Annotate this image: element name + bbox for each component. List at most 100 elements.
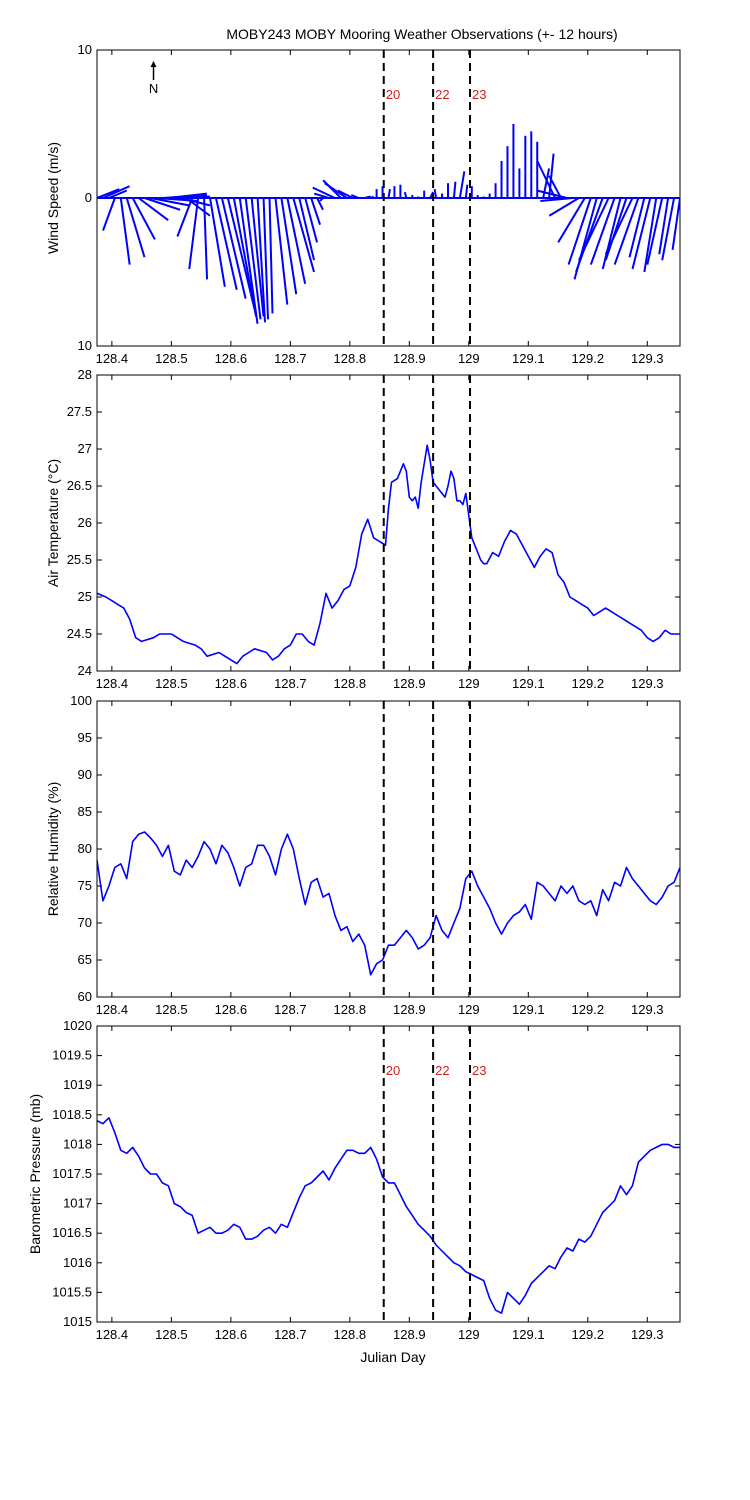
x-tick-label: 129.3 bbox=[631, 1327, 664, 1342]
x-tick-label: 128.4 bbox=[96, 1327, 129, 1342]
wind-stick bbox=[604, 197, 634, 255]
wind-stick bbox=[176, 197, 194, 237]
x-tick-label: 129.2 bbox=[572, 1327, 605, 1342]
wind-stick bbox=[364, 195, 371, 199]
x-tick-label: 128.5 bbox=[155, 676, 188, 691]
y-tick-label: 10 bbox=[78, 42, 92, 57]
x-tick-label: 129.2 bbox=[572, 676, 605, 691]
y-tick-label: 24.5 bbox=[67, 626, 92, 641]
x-tick-label: 129.3 bbox=[631, 351, 664, 366]
y-tick-label: 100 bbox=[70, 693, 92, 708]
y-tick-label: 1016.5 bbox=[52, 1225, 92, 1240]
y-tick-label: 10 bbox=[78, 338, 92, 353]
y-tick-label: 25.5 bbox=[67, 552, 92, 567]
x-tick-label: 129.3 bbox=[631, 676, 664, 691]
x-tick-label: 128.7 bbox=[274, 676, 307, 691]
x-tick-label: 128.6 bbox=[215, 1002, 248, 1017]
y-tick-label: 24 bbox=[78, 663, 92, 678]
x-tick-label: 128.6 bbox=[215, 676, 248, 691]
wind-stick bbox=[557, 197, 586, 243]
y-axis-label: Relative Humidity (%) bbox=[45, 782, 61, 917]
wind-stick bbox=[215, 197, 238, 290]
x-tick-label: 129.2 bbox=[572, 351, 605, 366]
x-tick-label: 129 bbox=[458, 1327, 480, 1342]
x-tick-label: 129.1 bbox=[512, 1327, 545, 1342]
x-tick-label: 128.8 bbox=[334, 1327, 367, 1342]
wind-stick bbox=[131, 197, 156, 240]
y-axis-label: Wind Speed (m/s) bbox=[45, 142, 61, 254]
wind-stick bbox=[604, 197, 628, 261]
y-tick-label: 1018.5 bbox=[52, 1107, 92, 1122]
y-tick-label: 75 bbox=[78, 878, 92, 893]
data-layer bbox=[97, 1117, 680, 1314]
wind-stick bbox=[188, 197, 200, 270]
wind-stick bbox=[646, 197, 664, 265]
wind-stick bbox=[324, 182, 348, 199]
y-tick-label: 80 bbox=[78, 841, 92, 856]
wind-stick bbox=[256, 197, 267, 323]
x-axis-label: Julian Day bbox=[360, 1349, 425, 1365]
wind-stick bbox=[102, 185, 130, 199]
y-tick-label: 27 bbox=[78, 441, 92, 456]
y-tick-label: 26 bbox=[78, 515, 92, 530]
wind-stick bbox=[628, 197, 646, 258]
data-layer bbox=[97, 831, 680, 976]
wind-stick bbox=[464, 184, 469, 199]
wind-stick bbox=[540, 197, 574, 202]
x-tick-label: 129.1 bbox=[512, 1002, 545, 1017]
x-tick-label: 129.3 bbox=[631, 1002, 664, 1017]
panel-3: 128.4 128.5 128.6 128.7 128.8 128.9 129 129.1 12… bbox=[45, 693, 681, 1017]
event-marker-label: 20 bbox=[386, 87, 400, 102]
y-tick-label: 95 bbox=[78, 730, 92, 745]
wind-stick bbox=[203, 197, 209, 280]
wind-stick bbox=[387, 188, 391, 199]
wind-stick bbox=[138, 197, 169, 221]
x-tick-label: 128.5 bbox=[155, 1002, 188, 1017]
x-tick-label: 129 bbox=[458, 1002, 480, 1017]
y-tick-label: 60 bbox=[78, 989, 92, 1004]
event-marker-label: 23 bbox=[472, 87, 486, 102]
wind-stick bbox=[312, 186, 336, 199]
wind-stick bbox=[174, 195, 210, 199]
wind-stick bbox=[119, 197, 131, 265]
y-tick-label: 65 bbox=[78, 952, 92, 967]
wind-stick bbox=[661, 197, 676, 261]
y-tick-label: 1019.5 bbox=[52, 1048, 92, 1063]
wind-stick bbox=[643, 197, 658, 273]
wind-stick bbox=[658, 197, 670, 255]
wind-stick bbox=[262, 197, 270, 320]
x-tick-label: 128.5 bbox=[155, 1327, 188, 1342]
series-line bbox=[97, 444, 680, 665]
wind-stick bbox=[268, 197, 274, 314]
wind-stick bbox=[97, 188, 120, 199]
event-marker-label: 22 bbox=[435, 87, 449, 102]
x-tick-label: 128.7 bbox=[274, 1002, 307, 1017]
wind-stick bbox=[144, 197, 181, 211]
x-tick-label: 128.5 bbox=[155, 351, 188, 366]
wind-stick bbox=[575, 197, 604, 273]
wind-stick bbox=[548, 197, 580, 217]
x-tick-label: 128.4 bbox=[96, 351, 129, 366]
wind-stick bbox=[548, 175, 562, 199]
panel-1: 128.4 128.5 128.6 128.7 128.8 128.9 129 129.1 12… bbox=[45, 42, 681, 366]
wind-stick bbox=[452, 181, 457, 199]
y-tick-label: 1017.5 bbox=[52, 1166, 92, 1181]
x-tick-label: 128.8 bbox=[334, 351, 367, 366]
y-tick-label: 1017 bbox=[63, 1196, 92, 1211]
wind-stick bbox=[337, 189, 354, 199]
data-layer bbox=[97, 444, 680, 665]
y-tick-label: 1015 bbox=[63, 1314, 92, 1329]
wind-stick bbox=[232, 197, 258, 317]
x-tick-label: 128.8 bbox=[334, 1002, 367, 1017]
x-tick-label: 129 bbox=[458, 351, 480, 366]
wind-stick bbox=[292, 197, 315, 273]
x-tick-label: 128.9 bbox=[393, 676, 426, 691]
wind-stick bbox=[578, 197, 610, 261]
wind-stick bbox=[280, 197, 298, 295]
wind-stick bbox=[403, 191, 408, 199]
wind-stick bbox=[250, 197, 265, 317]
x-tick-label: 128.8 bbox=[334, 676, 367, 691]
y-tick-label: 26.5 bbox=[67, 478, 92, 493]
wind-stick bbox=[537, 189, 568, 199]
y-tick-label: 28 bbox=[78, 367, 92, 382]
